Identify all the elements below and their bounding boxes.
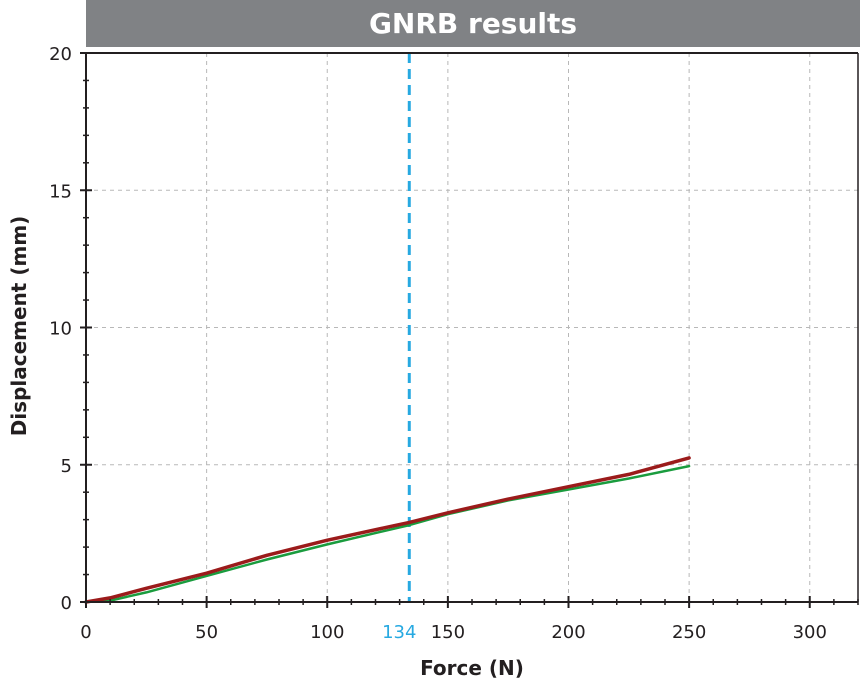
chart-title: GNRB results (86, 0, 860, 47)
series-line-1 (84, 464, 691, 604)
y-tick-label: 20 (49, 44, 72, 65)
series-layer (84, 456, 691, 604)
y-tick-label: 10 (49, 319, 72, 340)
grid (86, 52, 858, 602)
x-tick-label: 250 (672, 622, 706, 643)
x-tick-label: 0 (80, 622, 91, 643)
y-tick-label: 15 (49, 181, 72, 202)
y-axis-label: Displacement (mm) (7, 216, 31, 437)
marker-label: 134 (382, 622, 416, 643)
x-tick-label: 200 (551, 622, 585, 643)
series-line-2 (84, 456, 691, 604)
y-tick-label: 0 (61, 593, 72, 614)
x-tick-label: 100 (310, 622, 344, 643)
x-tick-label: 150 (431, 622, 465, 643)
x-axis-label: Force (N) (420, 656, 524, 680)
x-tick-label: 50 (195, 622, 218, 643)
y-tick-label: 5 (61, 456, 72, 477)
x-tick-label: 300 (793, 622, 827, 643)
marker-layer: 134 (382, 53, 416, 643)
